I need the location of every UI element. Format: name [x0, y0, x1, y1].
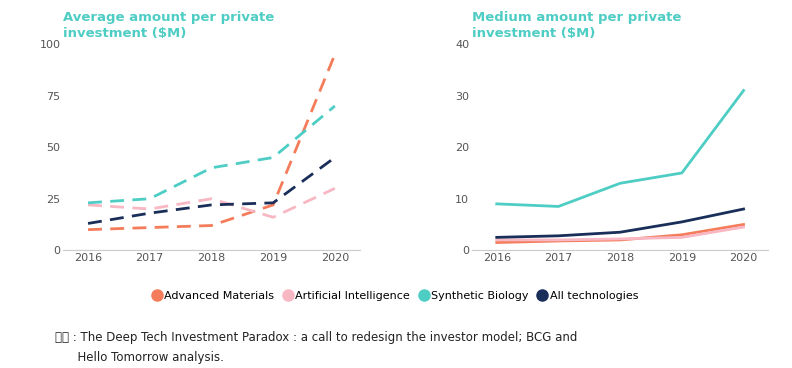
- Legend: Advanced Materials, Artificial Intelligence, Synthetic Biology, All technologies: Advanced Materials, Artificial Intellige…: [150, 286, 642, 305]
- Text: 출처 : The Deep Tech Investment Paradox : a call to redesign the investor model; B: 출처 : The Deep Tech Investment Paradox : …: [55, 331, 578, 364]
- Text: Medium amount per private
investment ($M): Medium amount per private investment ($M…: [472, 11, 681, 40]
- Text: Average amount per private
investment ($M): Average amount per private investment ($…: [63, 11, 275, 40]
